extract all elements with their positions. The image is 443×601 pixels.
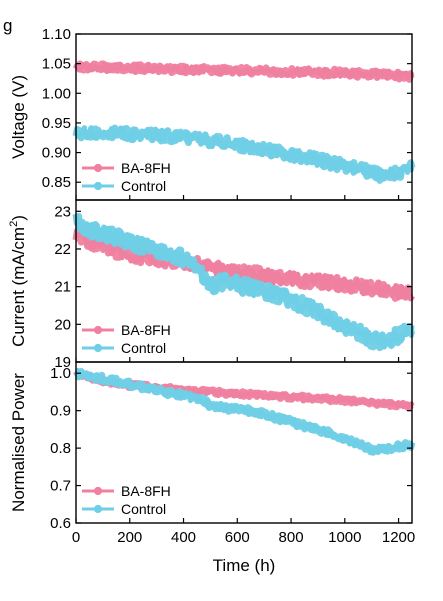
y-tick-label: 0.90 bbox=[42, 145, 71, 162]
legend-marker bbox=[94, 505, 101, 512]
panel-letter: g bbox=[3, 16, 12, 35]
legend-label: Control bbox=[121, 501, 166, 517]
legend-label: BA-8FH bbox=[121, 322, 171, 338]
y-tick-label: 20 bbox=[54, 316, 71, 333]
legend-marker bbox=[94, 344, 101, 351]
legend-marker bbox=[94, 326, 101, 333]
y-tick-label: 0.95 bbox=[42, 115, 71, 132]
series-ba-8fh-line bbox=[76, 371, 412, 408]
legend-label: BA-8FH bbox=[121, 160, 171, 176]
legend: BA-8FH Control bbox=[82, 160, 171, 194]
legend-marker bbox=[94, 164, 101, 171]
y-tick-label: 23 bbox=[54, 203, 71, 220]
y-tick-label: 0.85 bbox=[42, 174, 71, 191]
y-tick-label: 1.00 bbox=[42, 85, 71, 102]
x-axis-label: Time (h) bbox=[213, 556, 276, 575]
y-tick-label: 1.05 bbox=[42, 56, 71, 73]
y-tick-label: 0.8 bbox=[50, 440, 71, 457]
plot-area: 0.850.900.951.001.051.10Voltage (V)BA-8F… bbox=[8, 26, 415, 575]
y-tick-label: 0.6 bbox=[50, 515, 71, 532]
legend: BA-8FH Control bbox=[82, 322, 171, 356]
series-control-line bbox=[76, 370, 412, 452]
y-tick-label: 1.10 bbox=[42, 26, 71, 43]
legend-marker bbox=[94, 182, 101, 189]
x-tick-label: 1200 bbox=[382, 529, 415, 546]
y-axis-label: Voltage (V) bbox=[9, 75, 28, 159]
x-tick-label: 200 bbox=[117, 529, 142, 546]
y-axis-label: Current (mA/cm2) bbox=[8, 215, 28, 347]
panel-2: 1920212223Current (mA/cm2)BA-8FHControl bbox=[8, 200, 412, 371]
y-tick-label: 1.0 bbox=[50, 365, 71, 382]
x-tick-label: 600 bbox=[225, 529, 250, 546]
y-tick-label: 0.7 bbox=[50, 478, 71, 495]
legend-marker bbox=[94, 487, 101, 494]
x-tick-label: 400 bbox=[171, 529, 196, 546]
legend-label: Control bbox=[121, 340, 166, 356]
y-tick-label: 22 bbox=[54, 241, 71, 258]
legend-label: BA-8FH bbox=[121, 483, 171, 499]
y-tick-label: 21 bbox=[54, 279, 71, 296]
legend: BA-8FH Control bbox=[82, 483, 171, 517]
x-tick-label: 1000 bbox=[328, 529, 361, 546]
panel-3: 0.6 0.7 0.8 0.9 1.0 0 200 400 600 800 1000 1200 Time… bbox=[9, 362, 415, 575]
legend-label: Control bbox=[121, 178, 166, 194]
series-ba-8fh-line bbox=[76, 64, 412, 80]
y-tick-label: 0.9 bbox=[50, 403, 71, 420]
x-tick-label: 0 bbox=[72, 529, 80, 546]
y-axis-label: Normalised Power bbox=[9, 373, 28, 512]
panel-1: 0.85 0.90 0.95 1.00 1.05 1.10 Voltage (V) BA-8F… bbox=[9, 26, 412, 200]
x-tick-label: 800 bbox=[279, 529, 304, 546]
